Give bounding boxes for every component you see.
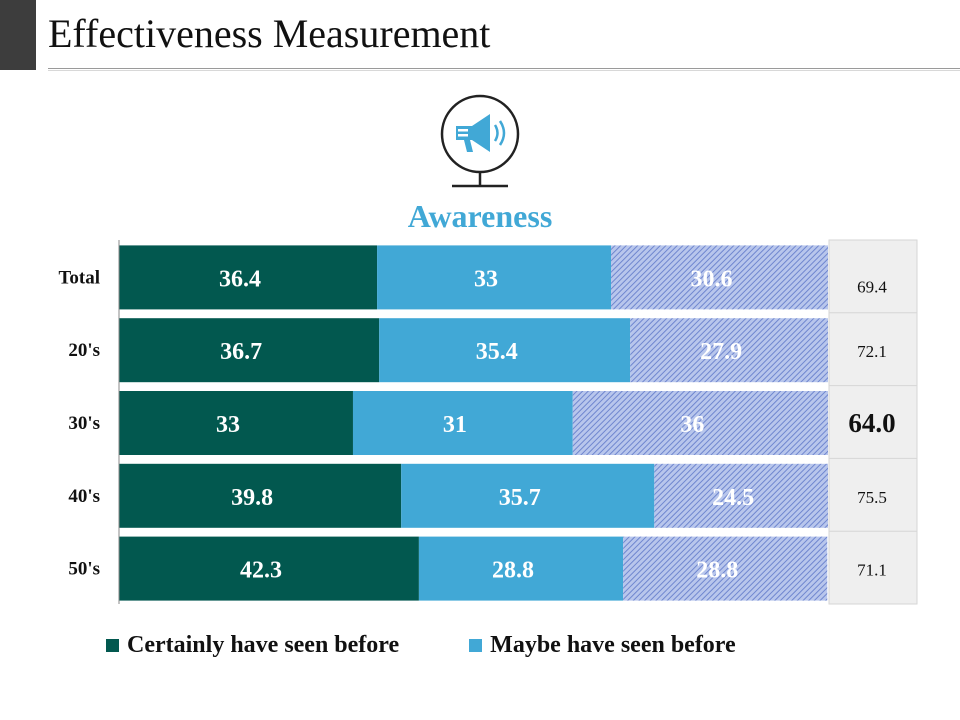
bar-maybe-4 [418, 536, 624, 601]
side-value-3: 75.5 [857, 488, 887, 507]
bar-maybe-1 [379, 318, 631, 383]
bar-unaware-4 [623, 536, 828, 601]
data-label-maybe-3: 35.7 [499, 485, 541, 511]
data-label-unaware-2: 36 [680, 412, 704, 438]
legend-swatch-maybe [469, 638, 483, 652]
side-value-4: 71.1 [857, 561, 887, 580]
data-label-maybe-1: 35.4 [476, 339, 518, 365]
side-value-1: 72.1 [857, 342, 887, 361]
data-label-maybe-0: 33 [474, 266, 498, 292]
legend-label-maybe: Maybe have seen before [490, 631, 736, 658]
bar-unaware-2 [572, 391, 828, 455]
data-label-certainly-4: 42.3 [240, 558, 282, 584]
data-label-unaware-3: 24.5 [712, 485, 754, 511]
data-label-unaware-1: 27.9 [700, 339, 742, 365]
legend-item-certainly: Certainly have seen before [106, 632, 399, 659]
legend-label-certainly: Certainly have seen before [127, 631, 400, 658]
side-value-0: 69.4 [857, 277, 887, 296]
data-label-certainly-0: 36.4 [219, 266, 261, 292]
chart-legend: Certainly have seen before Maybe have se… [106, 630, 806, 660]
title-divider [48, 68, 960, 69]
bar-certainly-0 [119, 245, 378, 310]
data-label-certainly-1: 36.7 [220, 339, 262, 365]
side-panel-bg [828, 239, 918, 605]
title-accent-block [0, 0, 36, 70]
bar-unaware-1 [630, 318, 828, 383]
chart-title: Awareness [407, 198, 553, 234]
bar-unaware-0 [611, 245, 828, 310]
bar-maybe-3 [401, 463, 655, 528]
data-label-unaware-4: 28.8 [696, 558, 738, 584]
category-label-4: 50's [68, 559, 100, 580]
bar-certainly-2 [119, 391, 353, 455]
page-title: Effectiveness Measurement [48, 11, 491, 56]
data-label-maybe-4: 28.8 [492, 558, 534, 584]
bar-certainly-4 [119, 536, 419, 601]
data-label-certainly-2: 33 [216, 412, 240, 438]
category-label-3: 40's [68, 486, 100, 507]
category-label-1: 20's [68, 340, 100, 361]
data-label-certainly-3: 39.8 [231, 485, 273, 511]
category-label-0: Total [58, 267, 100, 288]
data-label-unaware-0: 30.6 [691, 266, 733, 292]
bar-maybe-0 [377, 245, 612, 310]
side-value-2: 64.0 [848, 408, 895, 438]
legend-swatch-certainly [106, 638, 119, 652]
bar-certainly-3 [119, 463, 402, 528]
bar-unaware-3 [654, 463, 828, 528]
category-label-2: 30's [68, 413, 100, 434]
bar-certainly-1 [119, 318, 380, 383]
megaphone-icon [438, 92, 522, 192]
legend-item-maybe: Maybe have seen before [469, 632, 736, 659]
bar-maybe-2 [352, 391, 573, 455]
data-label-maybe-2: 31 [443, 412, 467, 438]
